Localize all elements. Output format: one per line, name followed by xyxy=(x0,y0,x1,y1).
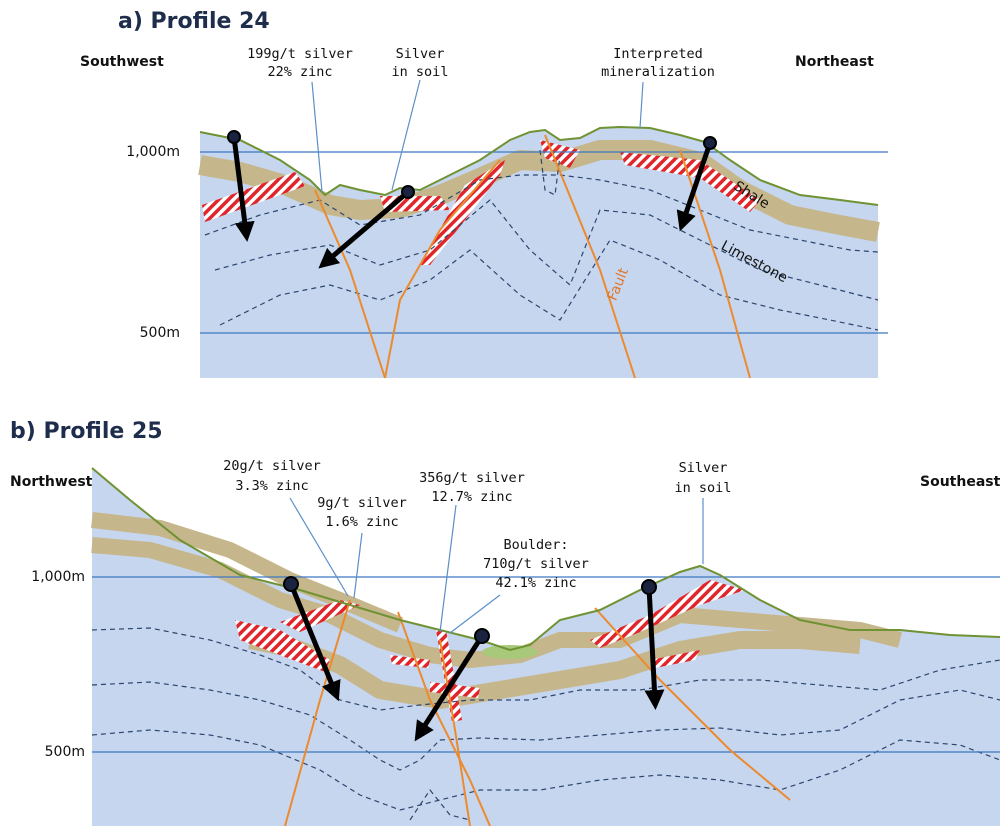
annotation: in soil xyxy=(392,64,449,80)
fault xyxy=(439,639,471,826)
mineralization xyxy=(235,620,330,672)
fault xyxy=(544,134,636,379)
direction: Southeast xyxy=(920,474,1001,490)
fault xyxy=(284,599,351,826)
callout xyxy=(289,497,349,597)
drill-hole xyxy=(288,583,341,702)
fault xyxy=(314,189,386,379)
surface xyxy=(91,467,1001,652)
annotation: Boulder: xyxy=(503,537,568,553)
limestone-contact xyxy=(539,149,561,196)
annotation: Silver xyxy=(679,460,728,476)
annotation: 12.7% zinc xyxy=(431,489,512,505)
direction: Southwest xyxy=(80,54,164,70)
mineralization xyxy=(280,600,360,632)
mineralization xyxy=(650,650,700,668)
mineralization xyxy=(390,655,430,668)
annotation: 1.6% zinc xyxy=(325,514,398,530)
annotation: 22% zinc xyxy=(267,64,332,80)
fault xyxy=(384,159,501,379)
drill-hole xyxy=(231,136,255,242)
limestone-contact xyxy=(91,681,1001,771)
collar xyxy=(703,136,717,150)
callout xyxy=(439,504,457,633)
profile-24: a) Profile 24 Southwest Northeast 1,000m… xyxy=(80,9,888,379)
direction: Northeast xyxy=(795,54,874,70)
elevation-label: 500m xyxy=(140,325,180,341)
surface xyxy=(199,125,879,206)
callout xyxy=(639,81,644,129)
annotation: 710g/t silver xyxy=(483,556,589,572)
collar xyxy=(474,628,490,644)
drill-hole xyxy=(414,634,485,742)
annotation: Silver xyxy=(396,46,445,62)
annotation: 9g/t silver xyxy=(317,495,406,511)
section-fill xyxy=(200,127,878,378)
annotation: 199g/t silver xyxy=(247,46,353,62)
limestone-contact xyxy=(91,627,1001,711)
drill-hole xyxy=(318,190,410,269)
profile-25: b) Profile 25 Northwest Southeast 1,000m… xyxy=(10,419,1001,826)
fault xyxy=(397,611,491,826)
callout xyxy=(449,594,501,634)
limestone-contact xyxy=(409,788,471,821)
limestone-contact xyxy=(204,174,879,253)
elevation-label: 500m xyxy=(45,744,85,760)
limestone-contact xyxy=(219,239,879,331)
elevation-label: 1,000m xyxy=(126,144,180,160)
mineralization xyxy=(590,580,745,648)
panel-title: a) Profile 24 xyxy=(118,9,270,34)
panel-title: b) Profile 25 xyxy=(10,419,163,444)
elevation-label: 1,000m xyxy=(31,569,85,585)
annotation: Interpreted xyxy=(613,46,702,62)
mineralization xyxy=(202,172,305,222)
annotation: 356g/t silver xyxy=(419,470,525,486)
soil-zone xyxy=(482,645,538,659)
annotation: in soil xyxy=(675,480,732,496)
shale-band xyxy=(248,631,861,709)
collar xyxy=(401,185,415,199)
drill-hole xyxy=(644,586,665,710)
callout xyxy=(311,81,323,193)
annotation: 42.1% zinc xyxy=(495,575,576,591)
callout xyxy=(353,532,363,599)
direction: Northwest xyxy=(10,474,93,490)
fault xyxy=(594,607,791,801)
annotation: mineralization xyxy=(601,64,715,80)
annotation: 3.3% zinc xyxy=(235,478,308,494)
collar xyxy=(641,579,657,595)
drill-hole xyxy=(676,142,713,232)
mineralization xyxy=(620,152,760,212)
collar xyxy=(227,130,241,144)
callout xyxy=(391,79,421,191)
annotation: 20g/t silver xyxy=(223,458,321,474)
limestone-contact xyxy=(91,729,1001,811)
collar xyxy=(283,576,299,592)
mineralization xyxy=(420,160,505,265)
